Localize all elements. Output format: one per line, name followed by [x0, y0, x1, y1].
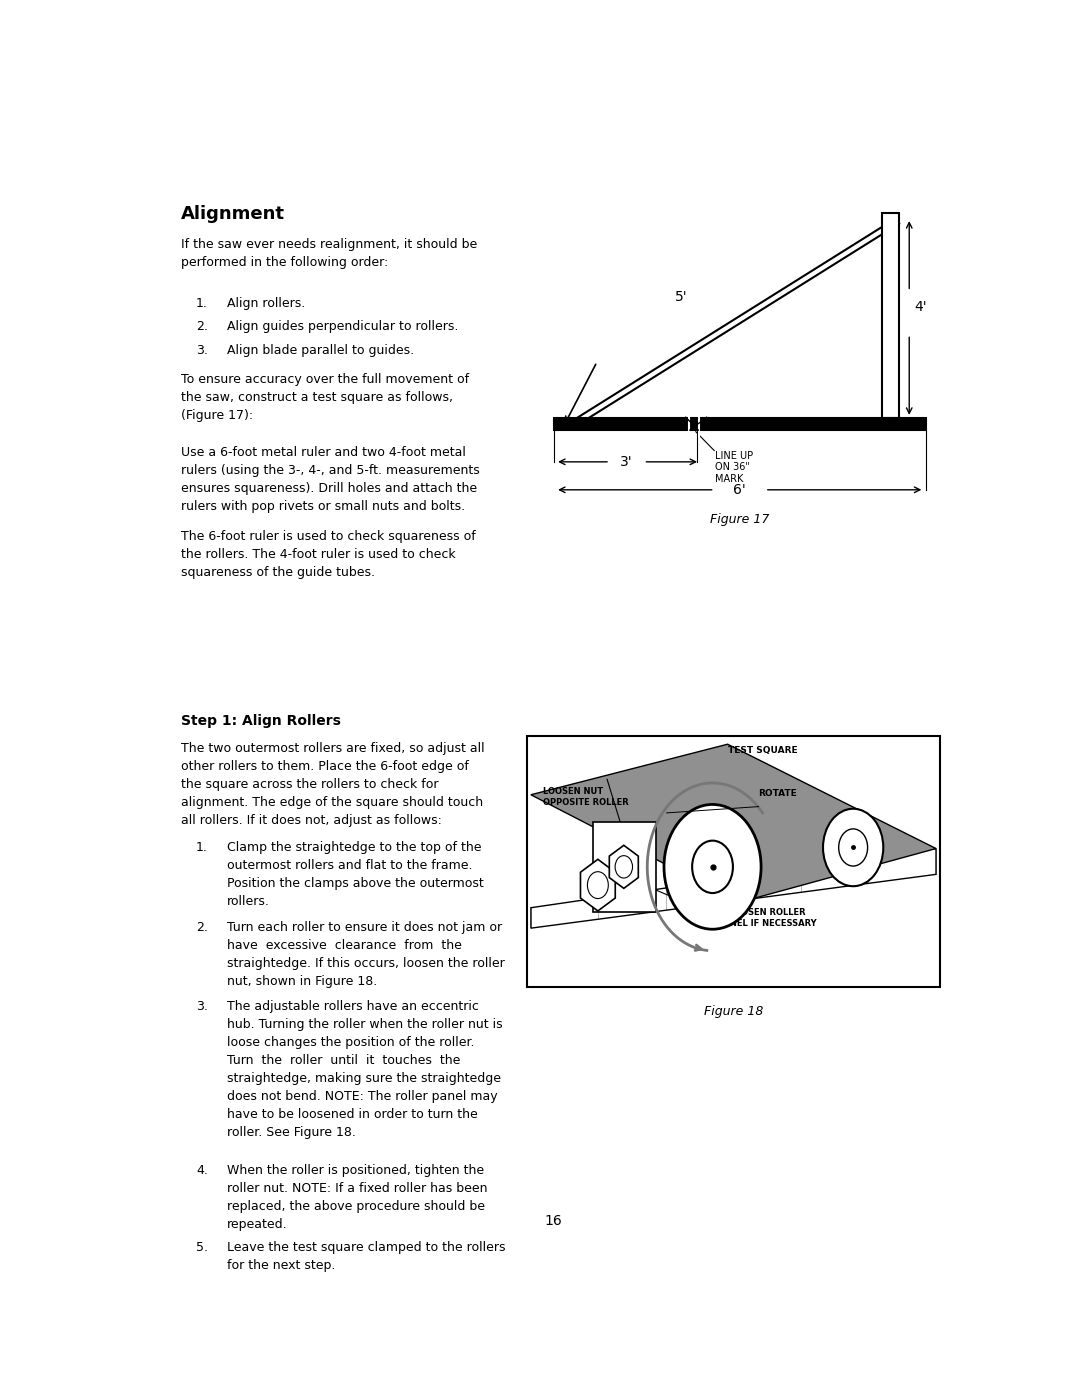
- Polygon shape: [593, 821, 656, 912]
- Text: LOOSEN NUT
OPPOSITE ROLLER: LOOSEN NUT OPPOSITE ROLLER: [543, 788, 630, 807]
- Text: Figure 17: Figure 17: [710, 514, 769, 527]
- Text: Figure 18: Figure 18: [704, 1004, 764, 1017]
- Text: Clamp the straightedge to the top of the
outermost rollers and flat to the frame: Clamp the straightedge to the top of the…: [227, 841, 484, 908]
- Text: 6': 6': [733, 483, 746, 497]
- Text: Turn each roller to ensure it does not jam or
have  excessive  clearance  from  : Turn each roller to ensure it does not j…: [227, 921, 504, 988]
- Circle shape: [616, 855, 633, 879]
- Text: Step 1: Align Rollers: Step 1: Align Rollers: [181, 714, 341, 728]
- Text: 2.: 2.: [197, 320, 208, 334]
- Text: 5.: 5.: [197, 1241, 208, 1255]
- Text: 3.: 3.: [197, 344, 208, 358]
- Bar: [527, 736, 941, 988]
- Text: 3.: 3.: [197, 1000, 208, 1013]
- Text: 1.: 1.: [197, 296, 208, 310]
- Polygon shape: [609, 845, 638, 888]
- Text: Use a 6-foot metal ruler and two 4-foot metal
rulers (using the 3-, 4-, and 5-ft: Use a 6-foot metal ruler and two 4-foot …: [181, 446, 480, 513]
- Text: TEST SQUARE: TEST SQUARE: [728, 746, 797, 756]
- Text: 1.: 1.: [197, 841, 208, 854]
- Text: Align guides perpendicular to rollers.: Align guides perpendicular to rollers.: [227, 320, 458, 334]
- Bar: [554, 418, 926, 429]
- Text: 5': 5': [675, 291, 688, 305]
- Text: LINE UP
ON 36"
MARK: LINE UP ON 36" MARK: [715, 451, 753, 483]
- Polygon shape: [531, 745, 936, 902]
- Text: ROTATE: ROTATE: [758, 789, 797, 798]
- Text: When the roller is positioned, tighten the
roller nut. NOTE: If a fixed roller h: When the roller is positioned, tighten t…: [227, 1164, 487, 1231]
- Circle shape: [664, 805, 761, 929]
- Polygon shape: [580, 859, 616, 911]
- Text: 4': 4': [915, 300, 927, 314]
- Text: 16: 16: [544, 1214, 563, 1228]
- Text: Align rollers.: Align rollers.: [227, 296, 306, 310]
- Text: To ensure accuracy over the full movement of
the saw, construct a test square as: To ensure accuracy over the full movemen…: [181, 373, 469, 422]
- Text: LOOSEN ROLLER
PANEL IF NECESSARY: LOOSEN ROLLER PANEL IF NECESSARY: [717, 908, 816, 928]
- Text: Leave the test square clamped to the rollers
for the next step.: Leave the test square clamped to the rol…: [227, 1241, 505, 1273]
- Text: Align blade parallel to guides.: Align blade parallel to guides.: [227, 344, 415, 358]
- Circle shape: [588, 872, 608, 898]
- Text: Alignment: Alignment: [181, 205, 285, 224]
- Circle shape: [823, 809, 883, 886]
- Text: The two outermost rollers are fixed, so adjust all
other rollers to them. Place : The two outermost rollers are fixed, so …: [181, 742, 485, 827]
- Text: The adjustable rollers have an eccentric
hub. Turning the roller when the roller: The adjustable rollers have an eccentric…: [227, 1000, 502, 1139]
- Circle shape: [692, 841, 733, 893]
- Text: 2.: 2.: [197, 921, 208, 933]
- Bar: [882, 212, 900, 418]
- Text: If the saw ever needs realignment, it should be
performed in the following order: If the saw ever needs realignment, it sh…: [181, 237, 477, 268]
- Text: 4.: 4.: [197, 1164, 208, 1176]
- Circle shape: [839, 828, 867, 866]
- Text: 3': 3': [620, 455, 633, 469]
- Polygon shape: [531, 848, 936, 928]
- Text: The 6-foot ruler is used to check squareness of
the rollers. The 4-foot ruler is: The 6-foot ruler is used to check square…: [181, 529, 476, 580]
